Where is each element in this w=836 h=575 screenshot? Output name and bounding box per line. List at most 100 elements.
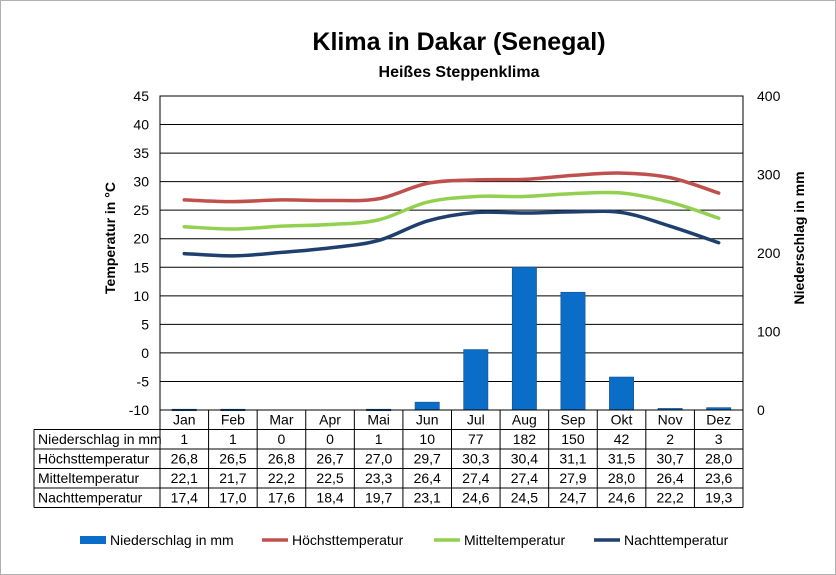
x-tick-label: Jul xyxy=(467,412,485,428)
data-label: 28,0 xyxy=(608,470,635,486)
data-label: 29,7 xyxy=(414,451,441,467)
chart-subtitle: Heißes Steppenklima xyxy=(379,64,540,81)
data-label: 30,3 xyxy=(462,451,489,467)
data-label: 150 xyxy=(561,431,585,447)
data-label: 24,6 xyxy=(462,490,489,506)
data-label: 23,6 xyxy=(705,470,732,486)
data-label: 17,6 xyxy=(268,490,295,506)
data-label: 17,0 xyxy=(219,490,246,506)
lines xyxy=(182,171,721,258)
data-label: 26,8 xyxy=(268,451,295,467)
data-label: 22,2 xyxy=(657,490,684,506)
table-row-label: Nachttemperatur xyxy=(38,490,143,506)
data-label: 26,4 xyxy=(657,470,684,486)
y-left-tick-label: 30 xyxy=(133,174,149,190)
y-axis-left-label: Temperatur in °C xyxy=(102,182,118,294)
x-tick-label: Okt xyxy=(611,412,633,428)
data-label: 28,0 xyxy=(705,451,732,467)
y-left-tick-label: 25 xyxy=(133,202,149,218)
legend-label: Höchsttemperatur xyxy=(292,532,404,548)
mean-temperature-line xyxy=(182,190,721,231)
y-left-tick-label: 15 xyxy=(133,259,149,275)
data-label: 3 xyxy=(715,431,723,447)
y-left-tick-label: -5 xyxy=(137,373,150,389)
night-temperature-line xyxy=(182,209,721,258)
data-label: 23,3 xyxy=(365,470,392,486)
data-label: 19,3 xyxy=(705,490,732,506)
legend: Niederschlag in mm Höchsttemperatur Mittel… xyxy=(80,532,729,548)
data-label: 27,0 xyxy=(365,451,392,467)
data-label: 27,4 xyxy=(511,470,538,486)
data-label: 22,1 xyxy=(171,470,198,486)
x-tick-label: Mar xyxy=(269,412,293,428)
precipitation-bar xyxy=(511,266,537,411)
y-right-tick-label: 0 xyxy=(757,402,765,418)
data-label: 27,4 xyxy=(462,470,489,486)
data-label: 18,4 xyxy=(316,490,343,506)
table-row-label: Mitteltemperatur xyxy=(38,470,139,486)
data-label: 19,7 xyxy=(365,490,392,506)
data-label: 77 xyxy=(468,431,484,447)
precipitation-bar xyxy=(560,291,586,411)
x-tick-label: Sep xyxy=(560,412,585,428)
x-tick-label: Mai xyxy=(367,412,390,428)
data-label: 0 xyxy=(326,431,334,447)
data-label: 0 xyxy=(278,431,286,447)
max-temperature-line xyxy=(182,171,721,204)
data-label: 30,7 xyxy=(657,451,684,467)
data-label: 10 xyxy=(419,431,435,447)
precipitation-bar xyxy=(414,401,440,411)
y-left-tick-label: 20 xyxy=(133,231,149,247)
y-right-tick-label: 400 xyxy=(757,88,781,104)
data-label: 31,5 xyxy=(608,451,635,467)
data-label: 24,6 xyxy=(608,490,635,506)
y-left-tick-label: 10 xyxy=(133,288,149,304)
y-left-tick-label: -10 xyxy=(129,402,149,418)
y-axis-right-label: Niederschlag in mm xyxy=(791,171,807,304)
x-tick-label: Nov xyxy=(658,412,683,428)
data-label: 1 xyxy=(229,431,237,447)
data-label: 42 xyxy=(614,431,630,447)
legend-label: Nachttemperatur xyxy=(624,532,729,548)
x-tick-label: Feb xyxy=(221,412,245,428)
data-label: 24,5 xyxy=(511,490,538,506)
legend-swatch-bar xyxy=(80,536,106,544)
x-tick-label: Jun xyxy=(416,412,439,428)
x-tick-label: Jan xyxy=(173,412,196,428)
data-label: 23,1 xyxy=(414,490,441,506)
data-label: 26,7 xyxy=(316,451,343,467)
data-label: 27,9 xyxy=(559,470,586,486)
data-label: 22,2 xyxy=(268,470,295,486)
data-label: 21,7 xyxy=(219,470,246,486)
data-label: 26,4 xyxy=(414,470,441,486)
table-row-label: Niederschlag in mm xyxy=(38,431,162,447)
x-tick-label: Dez xyxy=(706,412,731,428)
y-right-tick-label: 200 xyxy=(757,245,781,261)
legend-label: Niederschlag in mm xyxy=(110,532,234,548)
x-tick-label: Aug xyxy=(512,412,537,428)
y-right-tick-label: 300 xyxy=(757,167,781,183)
data-label: 1 xyxy=(180,431,188,447)
data-label: 22,5 xyxy=(316,470,343,486)
y-left-tick-label: 5 xyxy=(141,316,149,332)
data-label: 17,4 xyxy=(171,490,198,506)
y-left-tick-label: 45 xyxy=(133,88,149,104)
x-tick-label: Apr xyxy=(319,412,341,428)
y-left-tick-label: 0 xyxy=(141,345,149,361)
y-left-tick-label: 40 xyxy=(133,117,149,133)
y-right-tick-label: 100 xyxy=(757,324,781,340)
data-label: 26,8 xyxy=(171,451,198,467)
data-table: Jan Feb Mar Apr Mai Jun Jul Aug Sep Okt Nov Dez Nied… xyxy=(33,410,744,508)
data-label: 26,5 xyxy=(219,451,246,467)
data-label: 2 xyxy=(666,431,674,447)
legend-label: Mitteltemperatur xyxy=(464,532,565,548)
data-label: 24,7 xyxy=(559,490,586,506)
precipitation-bar xyxy=(609,376,634,411)
table-row-label: Höchsttemperatur xyxy=(38,451,150,467)
data-label: 182 xyxy=(513,431,537,447)
data-label: 31,1 xyxy=(559,451,586,467)
data-label: 1 xyxy=(375,431,383,447)
chart-title: Klima in Dakar (Senegal) xyxy=(312,28,605,56)
precipitation-bar xyxy=(463,349,489,411)
